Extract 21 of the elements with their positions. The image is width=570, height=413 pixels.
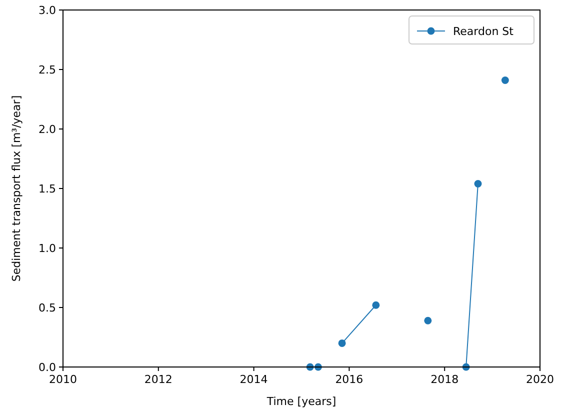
legend-label: Reardon St bbox=[453, 25, 514, 38]
y-tick-label: 0.5 bbox=[38, 302, 56, 314]
x-tick-label: 2010 bbox=[49, 373, 77, 386]
x-tick-label: 2018 bbox=[430, 373, 459, 386]
point bbox=[338, 339, 346, 347]
y-tick-label: 1.0 bbox=[38, 242, 56, 255]
x-tick-label: 2012 bbox=[144, 373, 172, 386]
y-tick-label: 0.0 bbox=[38, 361, 56, 374]
x-tick-label: 2020 bbox=[526, 373, 554, 386]
x-tick-label: 2014 bbox=[240, 373, 268, 386]
y-axis-title: Sediment transport flux [m³/year] bbox=[10, 95, 23, 282]
point bbox=[474, 180, 482, 188]
x-tick-label: 2016 bbox=[335, 373, 364, 386]
point bbox=[424, 316, 432, 324]
point bbox=[372, 301, 380, 309]
y-tick-label: 2.5 bbox=[38, 64, 56, 76]
x-axis-title: Time [years] bbox=[266, 395, 336, 408]
y-tick-label: 3.0 bbox=[38, 4, 56, 17]
y-tick-label: 2.0 bbox=[38, 123, 56, 136]
point bbox=[501, 76, 509, 84]
y-tick-label: 1.5 bbox=[38, 182, 56, 196]
